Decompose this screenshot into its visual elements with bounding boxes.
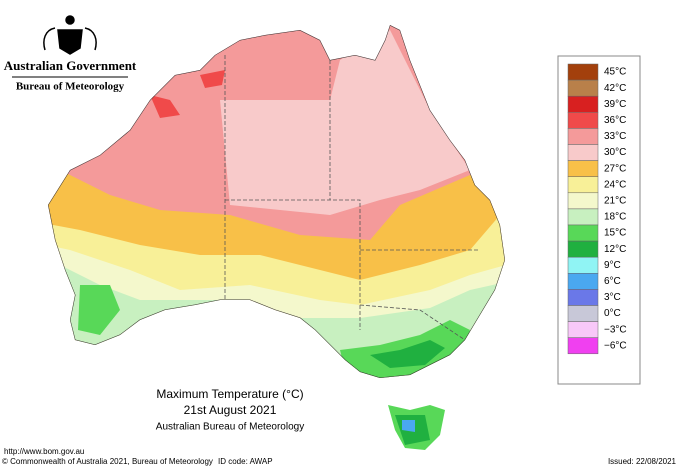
legend-label: 3°C [604,292,621,303]
header-subtitle: Bureau of Meteorology [16,81,125,93]
legend-label: 12°C [604,244,626,255]
footer-copyright: © Commonwealth of Australia 2021, Bureau… [2,457,213,466]
legend-swatch [567,95,599,113]
legend-swatch [567,160,599,177]
legend-label: 21°C [604,195,626,206]
legend-swatch [567,256,599,274]
caption-date: 21st August 2021 [184,403,277,417]
legend-swatch [567,63,599,81]
legend-swatch [567,321,599,338]
legend-label: 0°C [604,308,621,319]
legend-label: 45°C [604,67,626,78]
caption-title: Maximum Temperature (°C) [156,387,303,401]
legend-swatch [567,192,599,210]
legend-label: 33°C [604,131,626,142]
legend-label: 24°C [604,179,626,190]
tasmania [388,405,445,450]
footer-issued: Issued: 22/08/2021 [608,457,677,466]
legend-label: 42°C [604,83,626,94]
legend-swatch [567,176,599,194]
emblem [43,15,97,55]
legend: 45°C 42°C 39°C 36°C 33°C 30°C 27°C 24°C 21°C 18°C… [567,63,627,355]
legend-label: 6°C [604,276,621,287]
legend-label: 39°C [604,99,626,110]
footer-id: ID code: AWAP [218,457,273,466]
legend-swatch [567,273,599,290]
legend-label: 15°C [604,228,626,239]
legend-swatch [567,224,599,242]
state-borders [224,55,480,341]
legend-swatch [567,208,599,226]
legend-swatch [567,240,599,258]
temp-zone [370,340,445,368]
legend-label: −3°C [604,324,627,335]
legend-label: 27°C [604,163,626,174]
header-title: Australian Government [4,58,137,73]
legend-swatch [567,337,599,355]
temp-zone [150,95,180,118]
legend-label: 30°C [604,147,626,158]
legend-label: −6°C [604,340,627,351]
legend-swatch [567,112,599,129]
temp-zone [220,30,470,215]
legend-swatch [567,289,599,306]
footer-url: http://www.bom.gov.au [4,447,84,456]
caption-source: Australian Bureau of Meteorology [156,422,304,433]
legend-swatch [567,79,599,97]
temp-zone [78,285,120,335]
legend-swatch [567,305,599,322]
temp-zone [200,70,225,88]
temp-zone [402,420,415,432]
legend-swatch [567,144,599,161]
legend-label: 18°C [604,212,626,223]
legend-label: 9°C [604,260,621,271]
legend-swatch [567,128,599,145]
legend-label: 36°C [604,115,626,126]
